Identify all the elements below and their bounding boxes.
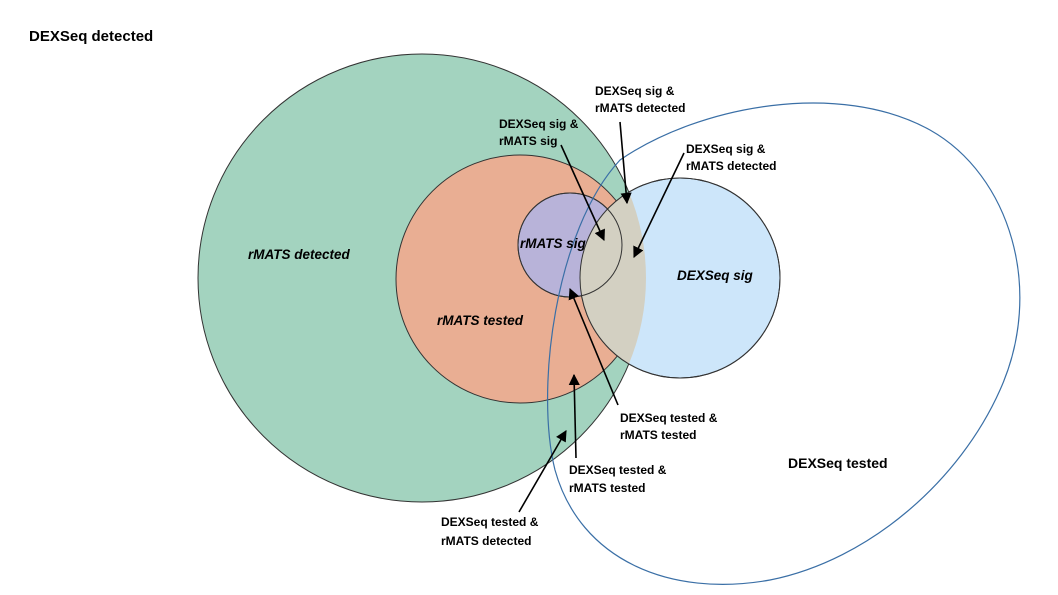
callout-line: DEXSeq tested & (620, 411, 718, 425)
callout-dexseq-tested-rmats-detected: DEXSeq tested & rMATS detected (441, 430, 567, 548)
label-rmats-tested: rMATS tested (437, 313, 524, 328)
diagram-title: DEXSeq detected (29, 28, 153, 45)
label-rmats-detected: rMATS detected (248, 247, 351, 262)
callout-line: DEXSeq tested & (441, 515, 539, 529)
callout-line: rMATS detected (686, 159, 776, 173)
label-dexseq-tested: DEXSeq tested (788, 455, 888, 471)
callout-dexseq-sig-rmats-detected-top: DEXSeq sig & rMATS detected (595, 84, 685, 205)
callout-line: DEXSeq tested & (569, 463, 667, 477)
label-dexseq-sig: DEXSeq sig (677, 268, 754, 283)
callout-line: DEXSeq sig & (595, 84, 675, 98)
callout-line: DEXSeq sig & (686, 142, 766, 156)
callout-arrow (518, 430, 567, 513)
callout-dexseq-tested-rmats-tested-upper: DEXSeq tested & rMATS tested (568, 287, 718, 442)
callout-arrow (619, 121, 632, 205)
callout-line: DEXSeq sig & (499, 117, 579, 131)
callout-line: rMATS tested (569, 481, 645, 495)
callout-dexseq-tested-rmats-tested-lower: DEXSeq tested & rMATS tested (568, 373, 667, 495)
callout-line: rMATS detected (595, 101, 685, 115)
callout-line: rMATS tested (620, 428, 696, 442)
callout-arrow (560, 144, 605, 242)
callout-line: rMATS sig (499, 134, 557, 148)
callout-arrow (633, 152, 685, 259)
label-rmats-sig: rMATS sig (520, 236, 587, 251)
callout-arrow (568, 373, 580, 459)
dexseq-tested-outline (547, 102, 1021, 585)
callout-dexseq-sig-rmats-sig: DEXSeq sig & rMATS sig (499, 117, 605, 242)
callout-line: rMATS detected (441, 534, 531, 548)
callout-dexseq-sig-rmats-detected-right: DEXSeq sig & rMATS detected (633, 142, 776, 259)
callout-arrow (568, 287, 619, 406)
